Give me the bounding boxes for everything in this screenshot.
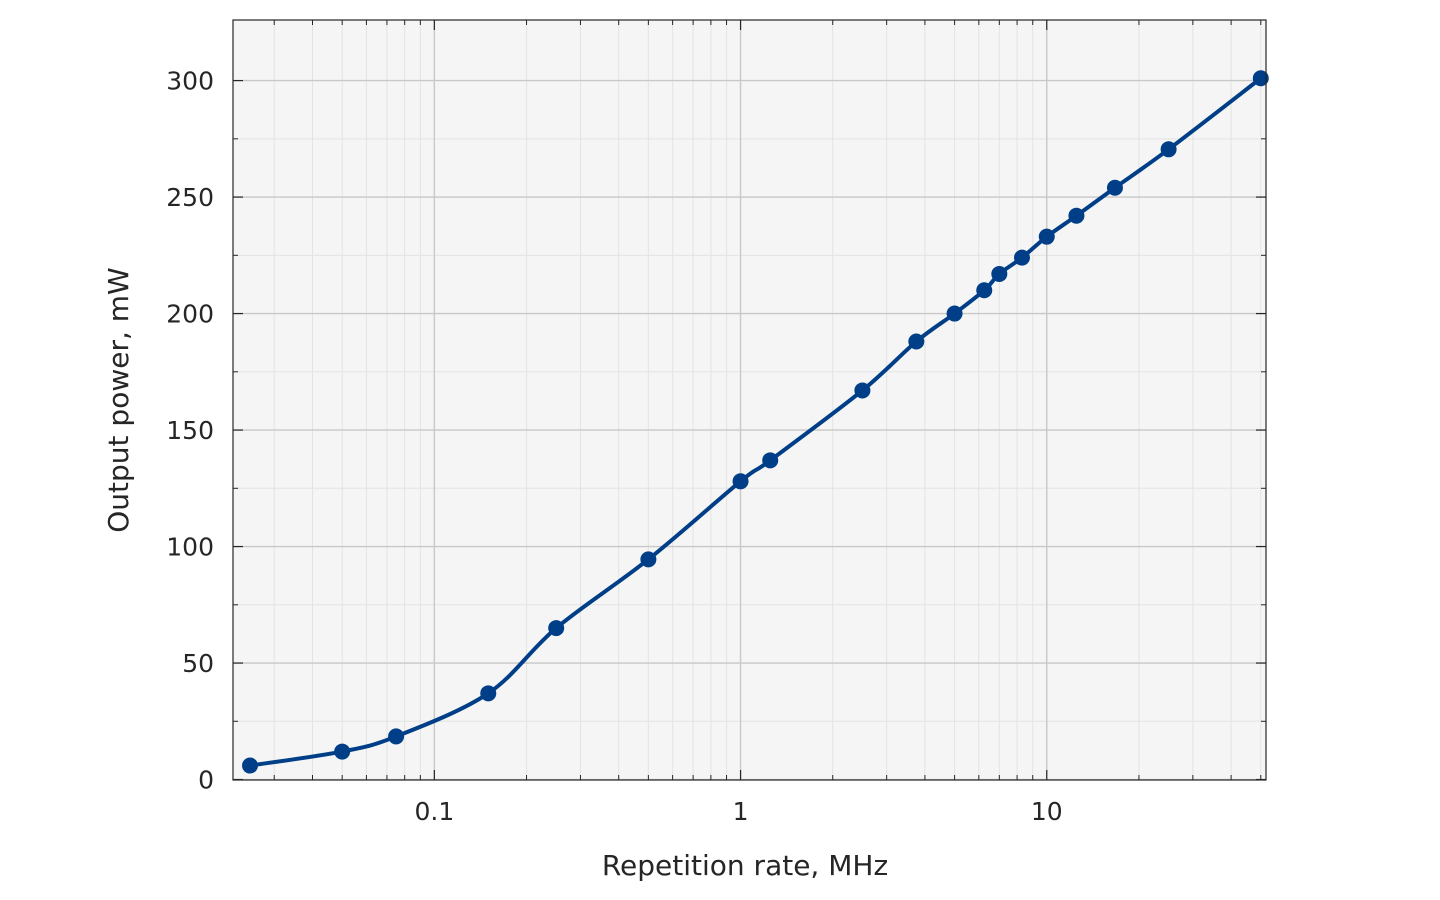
y-axis-label: Output power, mW bbox=[102, 267, 135, 532]
data-point bbox=[762, 452, 779, 469]
data-point bbox=[1038, 228, 1055, 245]
data-point bbox=[480, 685, 497, 702]
data-point bbox=[732, 473, 749, 490]
data-point bbox=[1106, 179, 1123, 196]
x-tick-label: 10 bbox=[1031, 797, 1063, 826]
y-tick-label: 0 bbox=[198, 766, 214, 795]
y-tick-label: 250 bbox=[166, 183, 214, 212]
y-tick-label: 300 bbox=[166, 67, 214, 96]
plot-frame bbox=[232, 19, 1267, 781]
x-tick-label: 1 bbox=[733, 797, 749, 826]
data-point bbox=[1252, 70, 1269, 87]
data-point bbox=[991, 265, 1008, 282]
minor-grid bbox=[233, 20, 1266, 780]
data-point bbox=[854, 382, 871, 399]
x-axis-label: Repetition rate, MHz bbox=[602, 849, 888, 882]
y-tick-label: 150 bbox=[166, 416, 214, 445]
data-point bbox=[241, 757, 258, 774]
plot-background bbox=[233, 20, 1266, 780]
y-tick-label: 50 bbox=[182, 649, 214, 678]
data-point bbox=[1160, 141, 1177, 158]
data-point bbox=[976, 282, 993, 299]
data-point bbox=[1013, 249, 1030, 266]
data-point bbox=[334, 743, 351, 760]
y-tick-labels: 0 50 100 150 200 250 300 bbox=[166, 67, 214, 795]
series-layer bbox=[241, 70, 1269, 774]
y-tick-label: 100 bbox=[166, 533, 214, 562]
data-point bbox=[388, 728, 405, 745]
data-point bbox=[946, 305, 963, 322]
data-point bbox=[908, 333, 925, 350]
data-point bbox=[640, 551, 657, 568]
x-tick-label: 0.1 bbox=[414, 797, 454, 826]
tick-marks bbox=[233, 20, 1266, 781]
y-tick-label: 200 bbox=[166, 300, 214, 329]
data-point bbox=[1068, 207, 1085, 224]
x-tick-labels: 0.1 1 10 bbox=[414, 797, 1062, 826]
data-point bbox=[548, 620, 565, 637]
